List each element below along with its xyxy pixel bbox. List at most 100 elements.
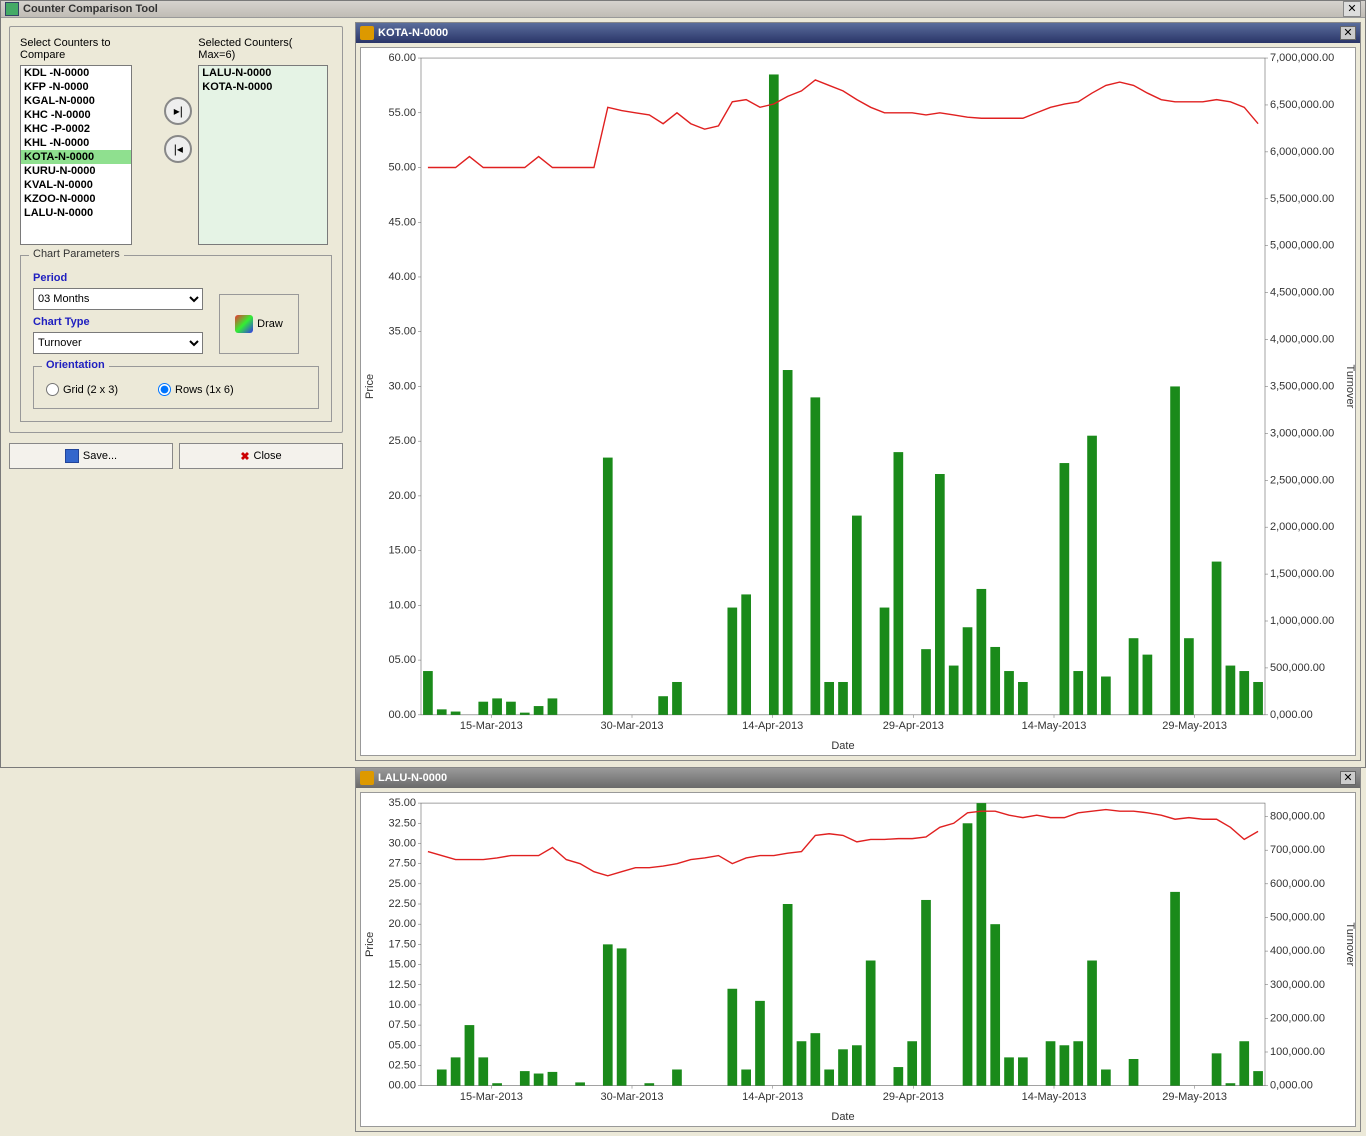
- period-select[interactable]: 03 Months: [33, 288, 203, 310]
- chart-close-button[interactable]: ✕: [1340, 26, 1356, 40]
- svg-text:3,000,000.00: 3,000,000.00: [1270, 427, 1334, 439]
- svg-text:4,000,000.00: 4,000,000.00: [1270, 334, 1334, 346]
- save-button[interactable]: Save...: [9, 443, 173, 469]
- svg-text:2,000,000.00: 2,000,000.00: [1270, 521, 1334, 533]
- list-item[interactable]: KOTA-N-0000: [21, 150, 131, 164]
- add-counter-button[interactable]: ▸|: [164, 97, 192, 125]
- chart-body: 00.0005.0010.0015.0020.0025.0030.0035.00…: [360, 47, 1356, 756]
- period-label: Period: [33, 272, 203, 284]
- svg-text:29-Apr-2013: 29-Apr-2013: [883, 720, 944, 732]
- svg-text:05.00: 05.00: [388, 1039, 416, 1051]
- svg-text:1,500,000.00: 1,500,000.00: [1270, 568, 1334, 580]
- list-item[interactable]: KGAL-N-0000: [21, 94, 131, 108]
- svg-text:200,000.00: 200,000.00: [1270, 1012, 1325, 1024]
- svg-text:400,000.00: 400,000.00: [1270, 945, 1325, 957]
- svg-text:7,000,000.00: 7,000,000.00: [1270, 52, 1334, 64]
- svg-text:14-May-2013: 14-May-2013: [1022, 1091, 1087, 1103]
- svg-text:15.00: 15.00: [388, 545, 416, 557]
- list-item[interactable]: KURU-N-0000: [21, 164, 131, 178]
- save-icon: [65, 449, 79, 463]
- svg-text:45.00: 45.00: [388, 216, 416, 228]
- orientation-rows-radio[interactable]: Rows (1x 6): [158, 383, 234, 396]
- svg-text:10.00: 10.00: [388, 999, 416, 1011]
- chart-type-select[interactable]: Turnover: [33, 332, 203, 354]
- svg-text:Price: Price: [364, 374, 376, 399]
- svg-text:05.00: 05.00: [388, 654, 416, 666]
- svg-text:Turnover: Turnover: [1344, 922, 1355, 966]
- svg-text:02.50: 02.50: [388, 1059, 416, 1071]
- svg-text:800,000.00: 800,000.00: [1270, 811, 1325, 823]
- svg-text:12.50: 12.50: [388, 979, 416, 991]
- chart-body: 00.00 02.50 05.00 07.50 10.00 12.50 15.00 17.50…: [360, 792, 1356, 1127]
- chart-params-legend: Chart Parameters: [29, 248, 124, 260]
- list-item[interactable]: LALU-N-0000: [21, 206, 131, 220]
- java-icon: [360, 26, 374, 40]
- list-item[interactable]: KVAL-N-0000: [21, 178, 131, 192]
- orientation-legend: Orientation: [42, 359, 109, 371]
- svg-text:20.00: 20.00: [388, 490, 416, 502]
- svg-text:30.00: 30.00: [388, 837, 416, 849]
- svg-text:17.50: 17.50: [388, 938, 416, 950]
- chart-close-button[interactable]: ✕: [1340, 771, 1356, 785]
- svg-text:22.50: 22.50: [388, 898, 416, 910]
- selected-label: Selected Counters( Max=6): [198, 37, 332, 61]
- svg-text:40.00: 40.00: [388, 271, 416, 283]
- list-item[interactable]: KHC -P-0002: [21, 122, 131, 136]
- orientation-grid-radio[interactable]: Grid (2 x 3): [46, 383, 118, 396]
- list-item[interactable]: KHL -N-0000: [21, 136, 131, 150]
- chart-pane: LALU-N-0000✕ 00.00 02.50 05.00 07.50 10.00 12.…: [355, 767, 1361, 1132]
- app-icon: [5, 2, 19, 16]
- svg-text:00.00: 00.00: [388, 709, 416, 721]
- svg-text:500,000.00: 500,000.00: [1270, 662, 1325, 674]
- charts-area: KOTA-N-0000✕00.0005.0010.0015.0020.0025.…: [351, 18, 1365, 1136]
- remove-counter-button[interactable]: |◂: [164, 135, 192, 163]
- svg-text:100,000.00: 100,000.00: [1270, 1046, 1325, 1058]
- close-button[interactable]: ✖Close: [179, 443, 343, 469]
- draw-button[interactable]: Draw: [219, 294, 299, 354]
- svg-text:3,500,000.00: 3,500,000.00: [1270, 380, 1334, 392]
- chart-params-fieldset: Chart Parameters Period 03 Months Chart …: [20, 255, 332, 422]
- chart-title: LALU-N-0000: [378, 772, 1340, 784]
- svg-text:600,000.00: 600,000.00: [1270, 878, 1325, 890]
- svg-text:15.00: 15.00: [388, 959, 416, 971]
- svg-text:25.00: 25.00: [388, 878, 416, 890]
- chart-pane: KOTA-N-0000✕00.0005.0010.0015.0020.0025.…: [355, 22, 1361, 761]
- list-item[interactable]: KFP -N-0000: [21, 80, 131, 94]
- svg-text:07.50: 07.50: [388, 1019, 416, 1031]
- svg-text:14-Apr-2013: 14-Apr-2013: [742, 720, 803, 732]
- list-item[interactable]: KOTA-N-0000: [199, 80, 327, 94]
- svg-text:00.00: 00.00: [388, 1080, 416, 1092]
- close-icon: ✖: [240, 450, 249, 463]
- window-close-button[interactable]: ✕: [1343, 1, 1361, 17]
- svg-text:55.00: 55.00: [388, 107, 416, 119]
- app-window: Counter Comparison Tool ✕ Select Counter…: [0, 0, 1366, 768]
- list-item[interactable]: KZOO-N-0000: [21, 192, 131, 206]
- svg-text:500,000.00: 500,000.00: [1270, 911, 1325, 923]
- selected-listbox[interactable]: LALU-N-0000KOTA-N-0000: [198, 65, 328, 245]
- orientation-fieldset: Orientation Grid (2 x 3) Rows (1x 6): [33, 366, 319, 409]
- list-item[interactable]: LALU-N-0000: [199, 66, 327, 80]
- svg-text:Turnover: Turnover: [1344, 365, 1355, 409]
- available-listbox[interactable]: KDL -N-0000KFP -N-0000KGAL-N-0000KHC -N-…: [20, 65, 132, 245]
- java-icon: [360, 771, 374, 785]
- svg-text:30-Mar-2013: 30-Mar-2013: [601, 1091, 664, 1103]
- svg-text:15-Mar-2013: 15-Mar-2013: [460, 1091, 523, 1103]
- chart-title: KOTA-N-0000: [378, 27, 1340, 39]
- svg-text:27.50: 27.50: [388, 858, 416, 870]
- svg-text:35.00: 35.00: [388, 797, 416, 809]
- list-item[interactable]: KDL -N-0000: [21, 66, 131, 80]
- svg-text:6,500,000.00: 6,500,000.00: [1270, 99, 1334, 111]
- svg-text:Date: Date: [831, 1111, 854, 1123]
- svg-text:6,000,000.00: 6,000,000.00: [1270, 146, 1334, 158]
- svg-text:29-May-2013: 29-May-2013: [1162, 720, 1227, 732]
- svg-text:0,000.00: 0,000.00: [1270, 1080, 1313, 1092]
- svg-text:25.00: 25.00: [388, 435, 416, 447]
- svg-text:300,000.00: 300,000.00: [1270, 979, 1325, 991]
- svg-text:5,500,000.00: 5,500,000.00: [1270, 193, 1334, 205]
- svg-text:2,500,000.00: 2,500,000.00: [1270, 474, 1334, 486]
- svg-text:14-May-2013: 14-May-2013: [1022, 720, 1087, 732]
- draw-label: Draw: [257, 318, 283, 330]
- svg-text:35.00: 35.00: [388, 326, 416, 338]
- chart-type-label: Chart Type: [33, 316, 203, 328]
- list-item[interactable]: KHC -N-0000: [21, 108, 131, 122]
